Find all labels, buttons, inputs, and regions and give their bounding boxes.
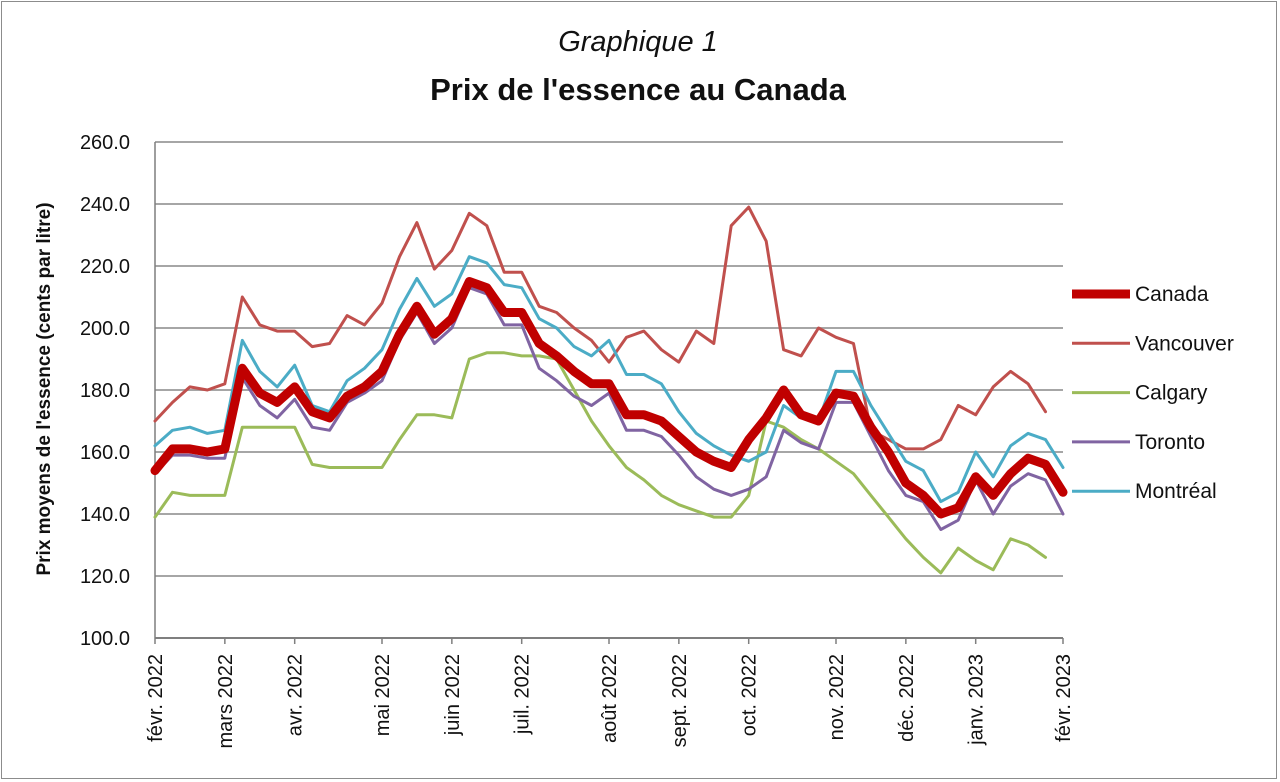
y-tick-label: 180.0 [80, 380, 130, 402]
x-tick-label: août 2022 [599, 654, 621, 743]
y-tick-label: 100.0 [80, 628, 130, 650]
x-tick-label: déc. 2022 [896, 654, 918, 742]
series-line-montr-al [153, 255, 1065, 504]
y-tick-label: 220.0 [80, 256, 130, 278]
legend-label: Canada [1135, 283, 1209, 306]
y-tick-label: 140.0 [80, 504, 130, 526]
legend-label: Calgary [1135, 382, 1208, 405]
series-line-vancouver [153, 205, 1047, 451]
x-tick-label: juil. 2022 [512, 654, 534, 735]
y-tick-label: 260.0 [80, 132, 130, 154]
x-tick-label: mai 2022 [372, 654, 394, 736]
chart-subtitle: Graphique 1 [558, 26, 718, 58]
x-tick-label: nov. 2022 [826, 654, 848, 740]
legend-label: Montréal [1135, 480, 1217, 503]
legend-label: Toronto [1135, 431, 1205, 454]
series-line-calgary [153, 351, 1047, 575]
x-tick-label: mars 2022 [215, 654, 237, 749]
x-tick-label: sept. 2022 [669, 654, 691, 747]
series-line-canada [150, 277, 1068, 519]
y-axis-label: Prix moyens de l'essence (cents par litr… [34, 202, 55, 575]
x-tick-label: févr. 2022 [145, 654, 167, 742]
y-tick-label: 240.0 [80, 194, 130, 216]
y-tick-label: 160.0 [80, 442, 130, 464]
x-tick-label: oct. 2022 [739, 654, 761, 736]
y-tick-label: 200.0 [80, 318, 130, 340]
series-line-toronto [153, 286, 1065, 531]
x-tick-label: avr. 2022 [285, 654, 307, 736]
legend-label: Vancouver [1135, 332, 1234, 355]
x-tick-label: juin 2022 [442, 654, 464, 736]
x-tick-label: févr. 2023 [1053, 654, 1075, 742]
x-tick-label: janv. 2023 [966, 654, 988, 746]
chart-title: Prix de l'essence au Canada [430, 72, 846, 107]
y-tick-label: 120.0 [80, 566, 130, 588]
